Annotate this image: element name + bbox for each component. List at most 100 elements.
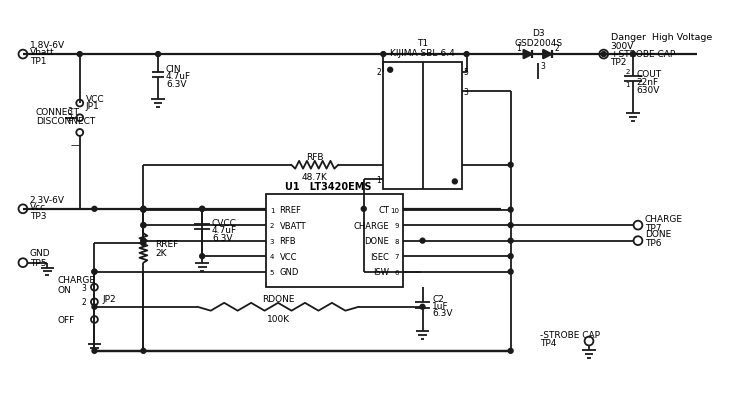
- Text: TP5: TP5: [30, 259, 46, 267]
- Text: TP4: TP4: [540, 338, 556, 348]
- Text: DONE: DONE: [365, 237, 390, 245]
- Circle shape: [508, 269, 513, 274]
- Circle shape: [141, 207, 146, 212]
- Text: GND: GND: [279, 267, 299, 276]
- Circle shape: [77, 53, 82, 57]
- Text: 6: 6: [395, 269, 399, 275]
- Text: D3: D3: [531, 29, 545, 38]
- Text: TP6: TP6: [645, 239, 662, 247]
- Text: 3: 3: [464, 87, 468, 97]
- Polygon shape: [523, 51, 532, 59]
- Text: -STROBE CAP: -STROBE CAP: [540, 330, 600, 339]
- Text: 2: 2: [554, 44, 559, 53]
- Text: OFF: OFF: [57, 315, 74, 324]
- Text: 3: 3: [270, 238, 274, 244]
- Circle shape: [156, 53, 160, 57]
- Text: RFB: RFB: [279, 237, 296, 245]
- Text: 3: 3: [540, 62, 545, 71]
- Circle shape: [381, 53, 386, 57]
- Text: 1: 1: [625, 82, 630, 88]
- Text: 2.3V-6V: 2.3V-6V: [30, 195, 65, 204]
- Text: 9: 9: [395, 223, 399, 229]
- Text: —: —: [71, 140, 79, 149]
- Text: VBATT: VBATT: [279, 221, 306, 230]
- Text: 3: 3: [82, 283, 87, 292]
- Text: Vcc: Vcc: [30, 203, 46, 212]
- Text: ISEC: ISEC: [370, 252, 390, 261]
- Text: TP7: TP7: [645, 223, 662, 232]
- Text: RDONE: RDONE: [262, 295, 294, 304]
- Text: 300V: 300V: [611, 42, 634, 51]
- Text: 6.3V: 6.3V: [432, 308, 453, 317]
- Text: GSD2004S: GSD2004S: [514, 39, 562, 48]
- Text: RFB: RFB: [306, 153, 323, 162]
- Circle shape: [200, 207, 204, 212]
- Circle shape: [141, 239, 146, 243]
- Text: 2: 2: [82, 298, 87, 307]
- Circle shape: [631, 53, 636, 57]
- Text: 1: 1: [516, 44, 521, 53]
- Text: 48.7K: 48.7K: [302, 172, 328, 182]
- Circle shape: [92, 348, 97, 353]
- Polygon shape: [543, 51, 552, 59]
- Text: RREF: RREF: [155, 239, 179, 248]
- Text: Vbatt: Vbatt: [30, 48, 54, 57]
- Text: ON: ON: [57, 285, 71, 294]
- Text: 22nF: 22nF: [636, 78, 658, 87]
- Text: VCC: VCC: [85, 94, 104, 103]
- Text: CT: CT: [379, 206, 390, 215]
- Circle shape: [464, 53, 469, 57]
- Circle shape: [388, 68, 392, 73]
- Text: 1: 1: [270, 207, 274, 213]
- Text: CHARGE: CHARGE: [57, 275, 96, 284]
- Circle shape: [92, 207, 97, 212]
- Text: 6.3V: 6.3V: [212, 233, 232, 242]
- Circle shape: [141, 348, 146, 353]
- Circle shape: [200, 254, 204, 259]
- Circle shape: [601, 53, 606, 57]
- Text: 2: 2: [625, 69, 630, 75]
- Text: 2: 2: [67, 114, 72, 123]
- Text: CHARGE: CHARGE: [645, 214, 683, 223]
- Text: 8: 8: [395, 238, 399, 244]
- Text: +STROBE CAP: +STROBE CAP: [611, 49, 675, 59]
- Circle shape: [420, 304, 425, 310]
- Circle shape: [141, 208, 146, 213]
- Text: ISW: ISW: [373, 267, 390, 276]
- Text: JP2: JP2: [102, 295, 116, 304]
- Circle shape: [452, 180, 457, 184]
- Circle shape: [92, 304, 97, 310]
- Text: TP3: TP3: [30, 212, 46, 221]
- Text: JP1: JP1: [85, 102, 99, 111]
- Circle shape: [508, 163, 513, 168]
- Circle shape: [362, 207, 366, 212]
- Circle shape: [141, 208, 146, 213]
- Text: DISCONNECT: DISCONNECT: [36, 117, 95, 126]
- Text: VCC: VCC: [279, 252, 297, 261]
- Bar: [384, 63, 462, 190]
- Text: 2K: 2K: [155, 249, 167, 258]
- Text: 4.7uF: 4.7uF: [212, 225, 237, 234]
- Text: 6.3V: 6.3V: [166, 80, 187, 89]
- Text: 10: 10: [390, 207, 399, 213]
- Circle shape: [508, 348, 513, 353]
- Text: 4: 4: [270, 253, 274, 259]
- Text: 2: 2: [270, 223, 274, 229]
- Text: 7: 7: [395, 253, 399, 259]
- Text: DONE: DONE: [645, 230, 671, 239]
- Text: CIN: CIN: [166, 65, 182, 74]
- Text: 1uF: 1uF: [432, 302, 449, 310]
- Text: COUT: COUT: [636, 70, 661, 79]
- Text: RREF: RREF: [279, 206, 301, 215]
- Bar: [266, 194, 403, 288]
- Text: TP1: TP1: [30, 57, 46, 66]
- Text: T1: T1: [417, 39, 428, 48]
- Circle shape: [508, 254, 513, 259]
- Text: 5: 5: [270, 269, 274, 275]
- Text: 1: 1: [376, 176, 381, 184]
- Text: 5: 5: [464, 68, 468, 77]
- Circle shape: [200, 207, 204, 212]
- Circle shape: [420, 239, 425, 243]
- Text: 4.7uF: 4.7uF: [166, 72, 191, 81]
- Text: C2: C2: [432, 295, 444, 304]
